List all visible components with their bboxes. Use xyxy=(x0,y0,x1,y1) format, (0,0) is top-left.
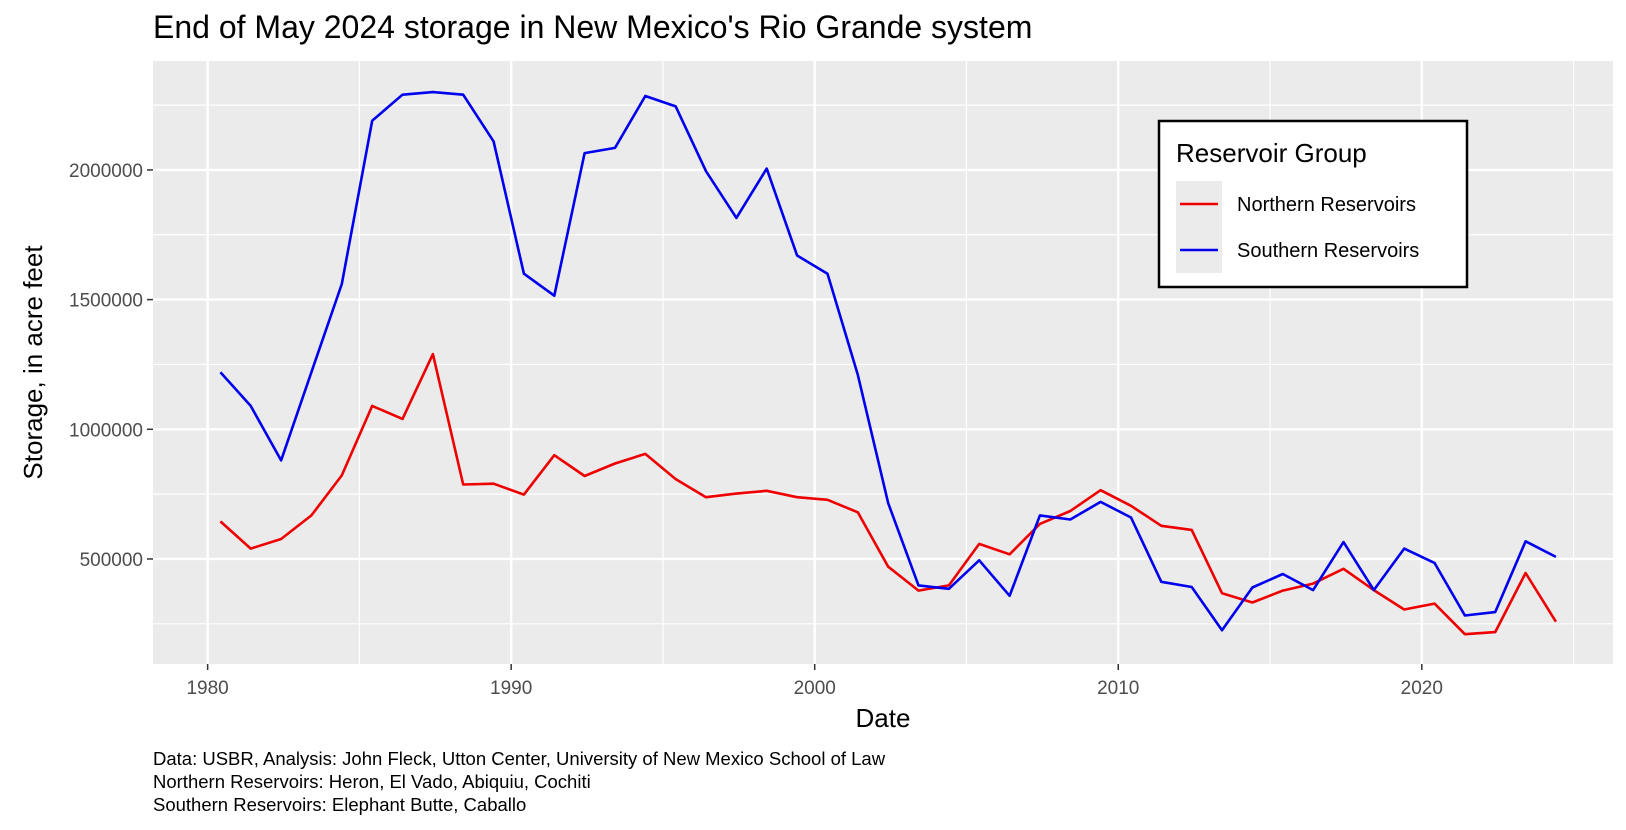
x-tick-label: 2020 xyxy=(1401,678,1443,699)
legend-label: Southern Reservoirs xyxy=(1237,240,1419,262)
caption-northern: Northern Reservoirs: Heron, El Vado, Abi… xyxy=(153,771,591,792)
series-line-northern xyxy=(219,352,1558,636)
series-line-southern xyxy=(219,90,1557,632)
minor-gridlines xyxy=(153,61,1613,664)
axis-ticks: 1980 1990 2000 2010 2020 500000 1000000 1500000… xyxy=(69,161,1443,699)
legend-label: Northern Reservoirs xyxy=(1237,194,1416,216)
x-tick-label: 2000 xyxy=(794,678,836,699)
x-tick-label: 2010 xyxy=(1097,678,1139,699)
caption-southern: Southern Reservoirs: Elephant Butte, Cab… xyxy=(153,794,527,815)
x-tick-label: 1990 xyxy=(490,678,532,699)
y-tick-label: 1000000 xyxy=(69,420,143,441)
y-tick-label: 1500000 xyxy=(69,291,143,312)
series-lines xyxy=(219,90,1558,636)
caption-source: Data: USBR, Analysis: John Fleck, Utton … xyxy=(153,748,886,769)
y-tick-label: 2000000 xyxy=(69,161,143,182)
y-tick-label: 500000 xyxy=(80,550,143,571)
y-axis-title: Storage, in acre feet xyxy=(18,245,48,480)
caption: Data: USBR, Analysis: John Fleck, Utton … xyxy=(153,747,885,816)
legend-title: Reservoir Group xyxy=(1176,138,1367,168)
x-axis-title: Date xyxy=(856,703,911,733)
chart-title: End of May 2024 storage in New Mexico's … xyxy=(153,9,1032,45)
legend: Reservoir Group Northern Reservoirs South… xyxy=(1157,119,1469,289)
x-tick-label: 1980 xyxy=(186,678,228,699)
